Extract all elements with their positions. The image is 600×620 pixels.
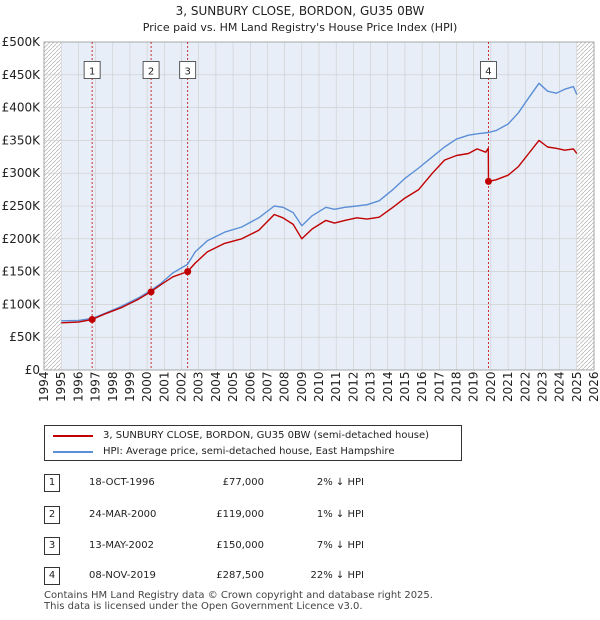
transaction-price: £119,000 [216, 509, 264, 520]
legend-swatch-blue-line [53, 450, 93, 453]
x-tick-label: 1994 [37, 371, 51, 402]
x-tick-label: 2015 [398, 371, 412, 402]
x-tick-label: 2025 [570, 371, 584, 402]
plot-frame [43, 41, 595, 371]
x-tick-label: 2007 [260, 371, 274, 402]
sale-marker-box [179, 61, 197, 79]
x-tick-label: 2021 [501, 371, 515, 402]
x-tick-label: 2018 [450, 371, 464, 402]
chart-title: 3, SUNBURY CLOSE, BORDON, GU35 0BW [176, 4, 425, 18]
y-tick-label: £500K [2, 35, 42, 49]
chart-legend: 3, SUNBURY CLOSE, BORDON, GU35 0BW (semi… [44, 425, 462, 461]
sale-marker-box [480, 61, 497, 79]
x-tick-label: 2012 [346, 371, 360, 402]
transaction-number-badge: 4 [44, 567, 60, 585]
transaction-number-badge: 1 [44, 474, 60, 492]
transaction-hpi-diff: 22% ↓ HPI [310, 570, 364, 581]
sale-point [88, 315, 96, 323]
transaction-date: 24-MAR-2000 [89, 509, 157, 520]
sale-point [184, 268, 192, 276]
transaction-hpi-diff: 1% ↓ HPI [316, 509, 364, 520]
sale-marker-label: 1 [89, 67, 95, 78]
transaction-date: 18-OCT-1996 [89, 477, 155, 488]
x-tick-label: 2011 [329, 371, 343, 402]
y-tick-label: £150K [2, 265, 42, 279]
transaction-number-badge: 2 [44, 506, 60, 524]
x-tick-label: 2022 [518, 371, 532, 402]
x-tick-label: 2004 [209, 371, 223, 402]
transaction-date: 13-MAY-2002 [89, 540, 155, 551]
x-tick-label: 2003 [192, 371, 206, 402]
x-tick-label: 2010 [312, 371, 326, 402]
footer-attribution: Contains HM Land Registry data © Crown c… [44, 590, 433, 612]
x-tick-label: 2020 [484, 371, 498, 402]
x-tick-label: 1999 [123, 371, 137, 402]
hpi-line [61, 82, 578, 322]
x-tick-label: 2017 [432, 371, 446, 402]
sale-marker-label: 2 [148, 67, 154, 78]
legend-item-property: 3, SUNBURY CLOSE, BORDON, GU35 0BW (semi… [53, 430, 429, 441]
x-tick-label: 2009 [295, 371, 309, 402]
x-tick-label: 2002 [175, 371, 189, 402]
y-tick-label: £250K [2, 199, 42, 213]
sale-point [147, 288, 155, 296]
x-tick-label: 2000 [140, 371, 154, 402]
y-tick-label: £450K [2, 68, 42, 82]
legend-label-hpi: HPI: Average price, semi-detached house,… [103, 446, 395, 457]
x-tick-label: 2005 [226, 371, 240, 402]
transaction-hpi-diff: 7% ↓ HPI [316, 540, 364, 551]
y-tick-label: £50K [9, 330, 41, 344]
x-tick-label: 1997 [89, 371, 103, 402]
transaction-price: £77,000 [222, 477, 264, 488]
sale-marker-label: 4 [485, 67, 491, 78]
y-tick-label: £400K [2, 101, 42, 115]
transaction-price: £150,000 [216, 540, 264, 551]
property-price-line [61, 139, 578, 324]
x-tick-label: 2014 [381, 371, 395, 402]
sale-point [484, 177, 492, 185]
x-tick-label: 1996 [71, 371, 85, 402]
legend-label-property: 3, SUNBURY CLOSE, BORDON, GU35 0BW (semi… [103, 430, 430, 441]
x-tick-label: 2024 [553, 371, 567, 402]
transaction-price: £287,500 [216, 570, 264, 581]
legend-item-hpi: HPI: Average price, semi-detached house,… [53, 446, 394, 457]
sale-marker-box [142, 61, 160, 79]
sale-marker-label: 3 [185, 67, 191, 78]
footer-copyright: Contains HM Land Registry data © Crown c… [44, 590, 433, 601]
y-tick-label: £100K [2, 297, 42, 311]
x-tick-label: 2001 [157, 371, 171, 402]
x-tick-label: 2008 [278, 371, 292, 402]
y-tick-label: £350K [2, 133, 42, 147]
transaction-date: 08-NOV-2019 [89, 570, 156, 581]
x-tick-label: 1998 [106, 371, 120, 402]
x-tick-label: 2019 [467, 371, 481, 402]
footer-licence: This data is licensed under the Open Gov… [44, 601, 363, 612]
x-tick-label: 1995 [54, 371, 68, 402]
transaction-hpi-diff: 2% ↓ HPI [316, 477, 364, 488]
transaction-number-badge: 3 [44, 537, 60, 555]
price-chart: 3, SUNBURY CLOSE, BORDON, GU35 0BW Price… [2, 4, 600, 402]
x-tick-label: 2006 [243, 371, 257, 402]
y-tick-label: £200K [2, 232, 42, 246]
y-tick-label: £0 [25, 363, 40, 377]
sale-marker-box [83, 61, 101, 79]
chart-subtitle: Price paid vs. HM Land Registry's House … [143, 21, 458, 34]
legend-swatch-red-line [53, 434, 93, 437]
x-tick-label: 2026 [587, 371, 600, 402]
y-tick-label: £300K [2, 166, 42, 180]
x-tick-label: 2016 [415, 371, 429, 402]
x-tick-label: 2013 [364, 371, 378, 402]
x-tick-label: 2023 [535, 371, 549, 402]
